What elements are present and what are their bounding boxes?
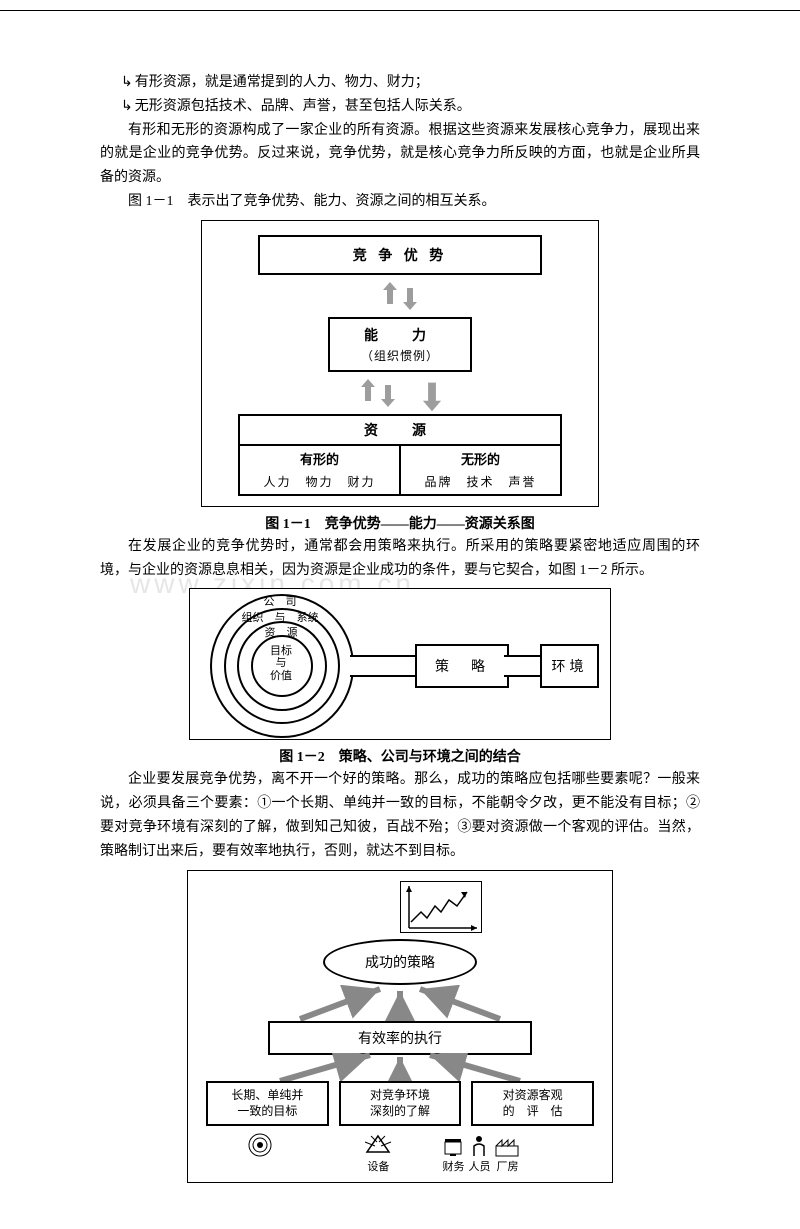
fig2-caption: 图 1－2 策略、公司与环境之间的结合: [100, 746, 700, 766]
fig3-growth-chart-icon: [400, 881, 482, 933]
fig3-equipment-label: 设备: [367, 1158, 389, 1174]
para-fig1-lead: 图 1－1 表示出了竞争优势、能力、资源之间的相互关系。: [100, 190, 700, 214]
fig2-strategy-box: 策 略: [415, 644, 509, 688]
fig3-exec-box: 有效率的执行: [268, 1021, 532, 1055]
fig1-intangible-sub: 无形的: [401, 446, 560, 471]
fig1-resource-box: 资 源 有形的 人力 物力 财力 无形的 品牌 技术 声誉: [238, 414, 562, 496]
fig1-capability-sub: （组织惯例）: [330, 347, 470, 364]
fig1-arrows-top: [383, 281, 417, 311]
fig1-tangible-items: 人力 物力 财力: [240, 471, 399, 494]
fig2-connector-left: [350, 655, 416, 677]
fig3-people-label: 人员: [468, 1158, 490, 1174]
para-intro: 有形和无形的资源构成了一家企业的所有资源。根据这些资源来发展核心竞争力，展现出来…: [100, 119, 700, 190]
fig3-env-box: 对竞争环境 深刻的了解: [339, 1081, 462, 1127]
fig1-capability-box: 能 力 （组织惯例）: [328, 317, 472, 372]
fig3-finance-icon: [442, 1136, 464, 1158]
fig3-goal-box: 长期、单纯并 一致的目标: [206, 1081, 329, 1127]
figure-1-1: 竞 争 优 势 能 力 （组织惯例） 资 源 有形的 人力 物力 财力 无形的 …: [201, 220, 599, 507]
fig1-intangible-items: 品牌 技术 声誉: [401, 471, 560, 494]
fig3-fan-arrows-bottom: [230, 1053, 570, 1083]
figure-1-2: 公 司 组织 与 系统 资 源 目标 与 价值 策 略 环境: [189, 588, 611, 740]
fig3-plant-icon: [494, 1136, 520, 1158]
fig1-advantage-box: 竞 争 优 势: [258, 235, 542, 275]
figure-1-3: 成功的策略 有效率的执行 长期、单纯并 一致的目标 对竞争环境 深刻的了解 对资…: [187, 870, 613, 1184]
arrow-down-icon: [381, 379, 395, 407]
fig1-capability-title: 能 力: [330, 325, 470, 345]
fig3-fan-arrows-top: [270, 985, 530, 1021]
para-fig3-lead: 企业要发展竞争优势，离不开一个好的策略。那么，成功的策略应包括哪些要素呢？一般来…: [100, 768, 700, 863]
fig1-arrows-bottom: [361, 378, 439, 408]
fig2-label-resource: 资 源: [256, 624, 306, 640]
fig3-resource-box: 对资源客观 的 评 估: [471, 1081, 594, 1127]
bullet-intangible: 无形资源包括技术、品牌、声誉，甚至包括人际关系。: [100, 95, 700, 119]
fig1-resource-head: 资 源: [240, 416, 560, 446]
arrow-down-icon: [403, 282, 417, 310]
fig2-env-box: 环境: [540, 644, 599, 688]
fig1-tangible-sub: 有形的: [240, 446, 399, 471]
fig3-equipment-icon: 设备: [324, 1132, 432, 1174]
fig3-target-icon: [206, 1132, 314, 1174]
fig3-finance-label: 财务: [442, 1158, 464, 1174]
fig2-label-goal: 目标 与 价值: [262, 645, 300, 681]
fig3-people-icon: [470, 1134, 488, 1158]
arrow-down-icon: [423, 375, 441, 411]
arrow-up-icon: [383, 282, 397, 310]
fig2-label-company: 公 司: [250, 593, 310, 609]
fig3-plant-label: 厂房: [496, 1158, 518, 1174]
para-fig2-lead: 在发展企业的竞争优势时，通常都会用策略来执行。所采用的策略要紧密地适应周围的环境…: [100, 535, 700, 583]
fig2-connector-right: [504, 655, 542, 677]
bullet-tangible: 有形资源，就是通常提到的人力、物力、财力；: [100, 71, 700, 95]
fig1-caption: 图 1－1 竞争优势——能力——资源关系图: [100, 513, 700, 533]
fig3-success-oval: 成功的策略: [323, 939, 477, 985]
arrow-up-icon: [361, 379, 375, 407]
fig2-label-org: 组织 与 系统: [230, 609, 330, 625]
